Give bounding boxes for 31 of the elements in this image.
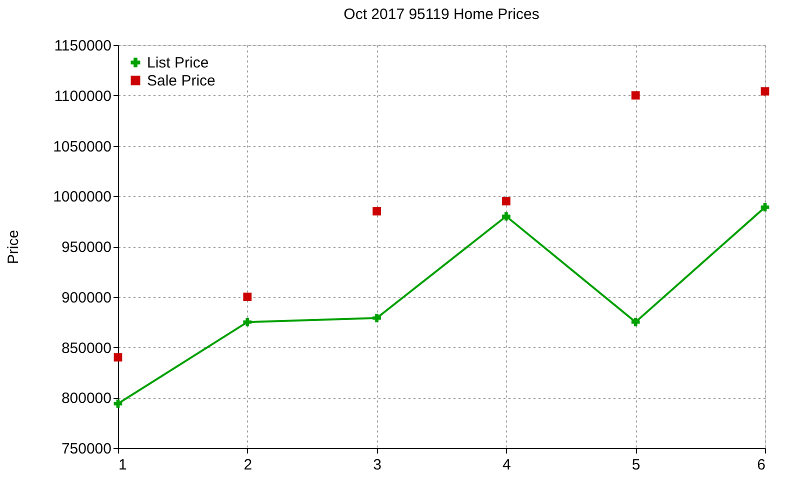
point (631, 91, 640, 100)
point (372, 314, 381, 322)
y-tick-label: 750000 (61, 440, 112, 458)
point (114, 399, 122, 408)
x-tick-label: 3 (373, 456, 382, 474)
point (243, 292, 252, 302)
y-tick-label: 1000000 (53, 188, 112, 206)
point (502, 212, 510, 220)
legend-label: Sale Price (147, 72, 216, 90)
y-tick-label: 1050000 (53, 138, 112, 156)
chart-title: Oct 2017 95119 Home Prices (344, 6, 540, 23)
x-tick-label: 4 (502, 456, 511, 474)
y-tick-label: 850000 (61, 340, 112, 357)
y-tick-label: 950000 (61, 239, 112, 256)
x-tick-label: 5 (632, 456, 640, 474)
legend-label: List Price (147, 54, 209, 72)
point (243, 318, 252, 326)
y-axis-title: Price (5, 230, 22, 264)
x-tick-label: 1 (118, 456, 127, 474)
y-tick-label: 800000 (61, 390, 112, 408)
x-tick-label: 6 (757, 456, 766, 474)
point (760, 87, 770, 96)
point (372, 207, 381, 216)
point (114, 353, 122, 362)
y-tick-label: 1150000 (54, 38, 112, 54)
point (502, 196, 510, 206)
y-tick-label: 900000 (61, 289, 112, 306)
point (760, 203, 770, 212)
point (631, 318, 640, 326)
x-tick-label: 2 (244, 456, 252, 474)
y-tick-label: 1100000 (54, 88, 112, 105)
